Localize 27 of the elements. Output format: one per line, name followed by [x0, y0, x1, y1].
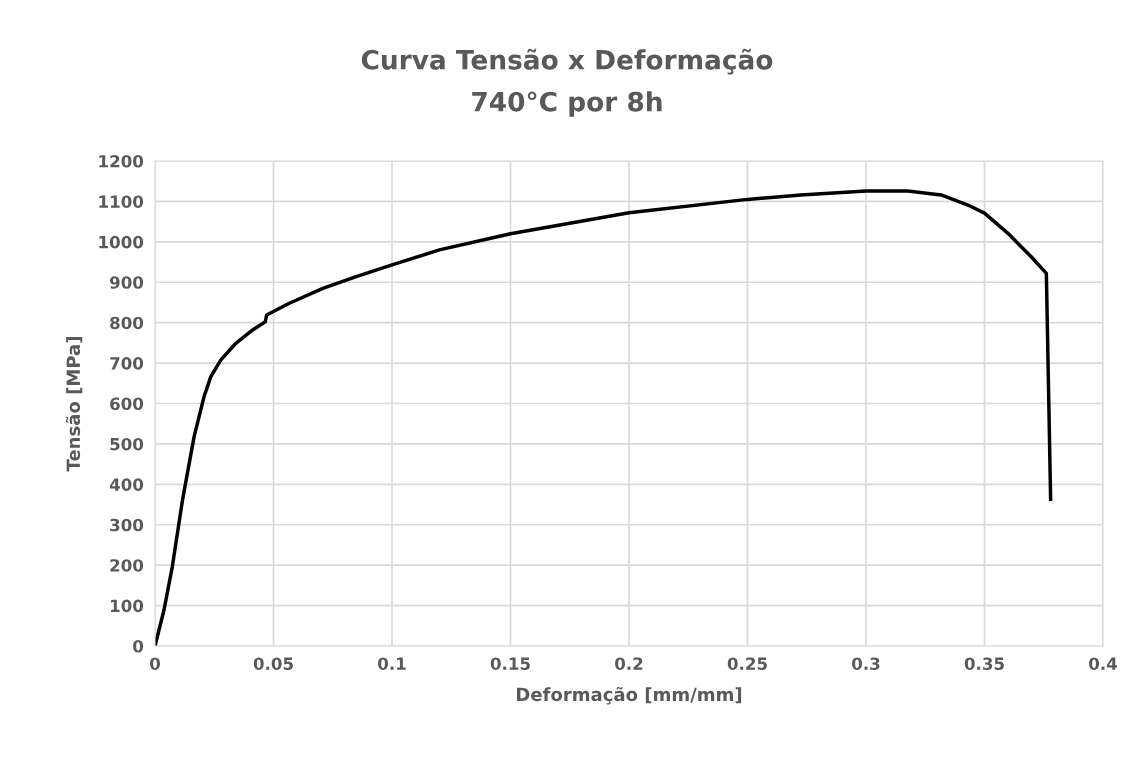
y-tick-label: 600: [110, 397, 144, 411]
x-tick-label: 0.15: [490, 657, 530, 671]
y-tick-label: 800: [110, 316, 144, 330]
x-tick-label: 0.25: [727, 657, 767, 671]
y-tick-label: 700: [110, 357, 144, 370]
x-tick-label: 0: [150, 657, 160, 671]
y-axis-title: Tensão [MPa]: [65, 337, 83, 472]
x-tick-label: 0.05: [253, 657, 293, 671]
x-tick-label: 0.3: [852, 657, 880, 671]
y-tick-label: 200: [110, 559, 144, 572]
x-tick-label: 0.2: [615, 657, 643, 671]
x-tick-label: 0.1: [378, 657, 406, 671]
y-tick-label: 1100: [99, 195, 144, 208]
y-tick-label: 1200: [99, 154, 144, 168]
y-tick-label: 300: [110, 518, 144, 532]
line-series: [155, 189, 1053, 646]
x-tick-label: 0.4: [1089, 657, 1117, 671]
x-tick-label: 0.35: [964, 657, 1004, 671]
chart-title: Curva Tensão x Deformação: [361, 48, 773, 75]
y-tick-label: 400: [109, 478, 144, 491]
y-tick-label: 900: [109, 276, 144, 289]
chart-subtitle: 740°C por 8h: [472, 91, 662, 117]
y-tick-label: 1000: [99, 235, 144, 249]
y-tick-label: 0: [133, 639, 144, 653]
x-axis-title: Deformação [mm/mm]: [516, 686, 742, 705]
y-tick-label: 500: [110, 437, 144, 451]
y-tick-label: 100: [110, 599, 144, 613]
